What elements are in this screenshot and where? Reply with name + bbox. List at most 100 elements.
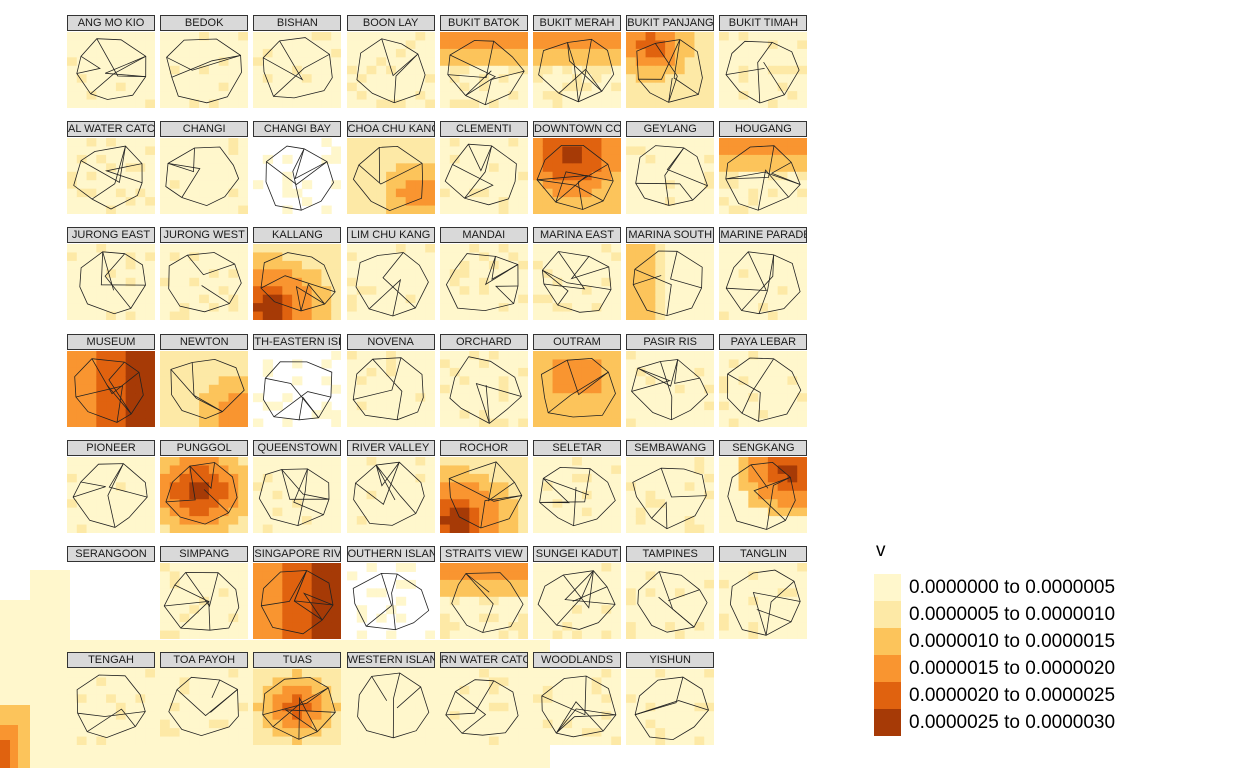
- facet-strip-label: MARINA EAST: [533, 227, 621, 244]
- facet-panel: ORCHARD: [439, 333, 528, 427]
- facet-strip-label: GEYLANG: [626, 121, 715, 138]
- facet-panel: OUTHERN ISLAND: [346, 546, 435, 639]
- facet-panel: BUKIT BATOK: [439, 15, 528, 108]
- facet-map: [160, 669, 249, 746]
- legend-items: 0.0000000 to 0.0000005 0.0000005 to 0.000…: [874, 574, 1115, 736]
- facet-map: [533, 138, 621, 215]
- facet-panel: LIM CHU KANG: [346, 227, 435, 321]
- facet-map: [346, 563, 435, 639]
- facet-panel: TENGAH: [67, 652, 155, 746]
- facet-strip-label: TENGAH: [67, 652, 155, 669]
- facet-strip-label: DOWNTOWN CORE: [533, 121, 621, 138]
- facet-strip-label: BEDOK: [160, 15, 249, 31]
- facet-map: [253, 138, 342, 215]
- facet-panel: MANDAI: [439, 227, 528, 321]
- facet-map: [253, 32, 342, 108]
- facet-map: [626, 138, 715, 215]
- facet-strip-label: WESTERN ISLANDS: [346, 652, 435, 669]
- facet-strip-label: TUAS: [253, 652, 342, 669]
- facet-panel: SIMPANG: [160, 546, 249, 639]
- facet-panel: YISHUN: [626, 652, 715, 746]
- facet-panel: BEDOK: [160, 15, 249, 108]
- facet-panel: TAMPINES: [626, 546, 715, 639]
- facet-map: [533, 350, 621, 427]
- facet-panel: OUTRAM: [533, 333, 621, 427]
- facet-strip-label: TAMPINES: [626, 546, 715, 562]
- facet-panel: SINGAPORE RIVER: [253, 546, 342, 639]
- bg-density-cell: [0, 740, 10, 768]
- facet-map: [533, 244, 621, 321]
- facet-panel: BUKIT TIMAH: [719, 15, 808, 108]
- legend: v 0.0000000 to 0.0000005 0.0000005 to 0.0…: [874, 540, 1115, 736]
- facet-map: [626, 669, 715, 746]
- facet-strip-label: HOUGANG: [719, 121, 808, 138]
- facet-panel: TOA PAYOH: [160, 652, 249, 746]
- legend-swatch: [874, 628, 901, 655]
- facet-panel: AL WATER CATC: [67, 121, 155, 215]
- facet-map: [719, 32, 808, 108]
- facet-map: [533, 456, 621, 533]
- facet-strip-label: BOON LAY: [346, 15, 435, 31]
- facet-map: [719, 244, 808, 321]
- facet-strip-label: LIM CHU KANG: [346, 227, 435, 244]
- facet-strip-label: BUKIT TIMAH: [719, 15, 808, 31]
- facet-strip-label: ROCHOR: [439, 439, 528, 456]
- legend-swatch: [874, 682, 901, 709]
- facet-panel: TUAS: [253, 652, 342, 746]
- legend-item: 0.0000005 to 0.0000010: [874, 601, 1115, 628]
- facet-strip-label: WOODLANDS: [533, 652, 621, 669]
- facet-map: [346, 350, 435, 427]
- facet-strip-label: MARINA SOUTH: [626, 227, 715, 244]
- facet-panel: PAYA LEBAR: [719, 333, 808, 427]
- facet-panel: ROCHOR: [439, 439, 528, 533]
- facet-panel: BUKIT MERAH: [533, 15, 621, 108]
- facet-map: [533, 563, 621, 639]
- legend-swatch: [874, 709, 901, 736]
- facet-strip-label: SUNGEI KADUT: [533, 546, 621, 562]
- legend-item: 0.0000000 to 0.0000005: [874, 574, 1115, 601]
- facet-panel: TANGLIN: [719, 546, 808, 639]
- facet-panel: CHOA CHU KANG: [346, 121, 435, 215]
- facet-map: [253, 350, 342, 427]
- facet-map: [346, 244, 435, 321]
- facet-strip-label: YISHUN: [626, 652, 715, 669]
- facet-map: [253, 456, 342, 533]
- facet-panel: MARINA SOUTH: [626, 227, 715, 321]
- facet-strip-label: PASIR RIS: [626, 333, 715, 350]
- facet-map: [346, 456, 435, 533]
- facet-panel: SUNGEI KADUT: [533, 546, 621, 639]
- facet-map: [346, 669, 435, 746]
- facet-strip-label: ORCHARD: [439, 333, 528, 350]
- facet-map: [67, 350, 155, 427]
- facet-panel: BOON LAY: [346, 15, 435, 108]
- facet-panel: MARINA EAST: [533, 227, 621, 321]
- facet-strip-label: CLEMENTI: [439, 121, 528, 138]
- facet-map: [719, 563, 808, 639]
- facet-map: [160, 350, 249, 427]
- facet-map: [439, 563, 528, 639]
- facet-panel: PUNGGOL: [160, 439, 249, 533]
- facet-strip-label: AL WATER CATC: [67, 121, 155, 138]
- facet-map: [160, 32, 249, 108]
- facet-strip-label: BISHAN: [253, 15, 342, 31]
- facet-map: [439, 138, 528, 215]
- bg-density-cell: [30, 570, 70, 600]
- facet-panel: NEWTON: [160, 333, 249, 427]
- facet-panel: TH-EASTERN ISLA: [253, 333, 342, 427]
- facet-strip-label: QUEENSTOWN: [253, 439, 342, 456]
- facet-panel: QUEENSTOWN: [253, 439, 342, 533]
- legend-label: 0.0000025 to 0.0000030: [909, 711, 1116, 733]
- facet-map: [67, 456, 155, 533]
- facet-map: [719, 138, 808, 215]
- facet-strip-label: OUTRAM: [533, 333, 621, 350]
- facet-strip-label: BUKIT BATOK: [439, 15, 528, 31]
- facet-strip-label: CHANGI BAY: [253, 121, 342, 138]
- legend-item: 0.0000015 to 0.0000020: [874, 655, 1115, 682]
- facet-panel: PIONEER: [67, 439, 155, 533]
- facet-strip-label: MUSEUM: [67, 333, 155, 350]
- facet-strip-label: TANGLIN: [719, 546, 808, 562]
- facet-panel: CLEMENTI: [439, 121, 528, 215]
- facet-strip-label: SENGKANG: [719, 439, 808, 456]
- facet-strip-label: CHOA CHU KANG: [346, 121, 435, 138]
